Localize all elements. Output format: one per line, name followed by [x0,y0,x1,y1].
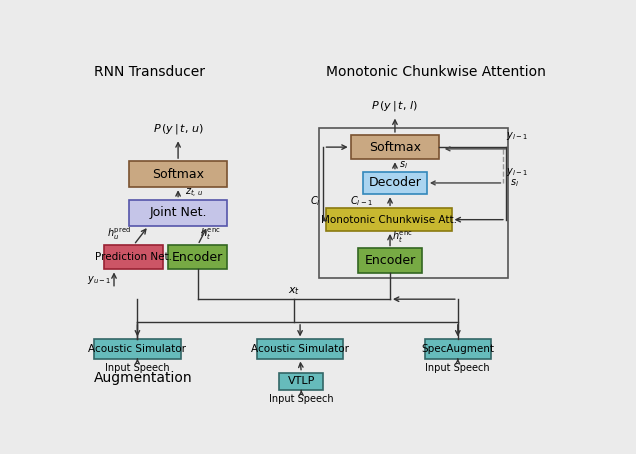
Text: Softmax: Softmax [369,141,421,153]
Text: $y_{u-1}$: $y_{u-1}$ [87,274,111,286]
Text: Decoder: Decoder [368,177,422,189]
Text: $C_l$: $C_l$ [310,194,321,208]
FancyBboxPatch shape [279,373,324,390]
FancyBboxPatch shape [363,172,427,194]
Text: $y_{l-1}$: $y_{l-1}$ [506,130,528,142]
FancyBboxPatch shape [94,340,181,359]
Text: Acoustic Simulator: Acoustic Simulator [88,344,186,354]
Text: VTLP: VTLP [287,376,315,386]
FancyBboxPatch shape [128,161,228,188]
Text: $s_l$: $s_l$ [510,178,519,189]
Text: Acoustic Simulator: Acoustic Simulator [251,344,349,354]
Text: Input Speech: Input Speech [269,394,334,404]
Text: $h_t^{\rm enc}$: $h_t^{\rm enc}$ [200,227,221,242]
Text: Monotonic Chunkwise Attention: Monotonic Chunkwise Attention [326,65,546,79]
FancyBboxPatch shape [326,208,452,231]
Text: Prediction Net.: Prediction Net. [95,252,172,262]
Text: $P\,(y\,|\,t,\,l)$: $P\,(y\,|\,t,\,l)$ [371,99,418,113]
Text: $y_{l-1}$: $y_{l-1}$ [506,166,528,178]
FancyBboxPatch shape [104,245,163,270]
FancyBboxPatch shape [257,340,343,359]
Text: $h_t^{\rm enc}$: $h_t^{\rm enc}$ [392,230,413,245]
Text: $P\,(y\,|\,t,\,u)$: $P\,(y\,|\,t,\,u)$ [153,122,204,136]
Text: $h_u^{\rm pred}$: $h_u^{\rm pred}$ [107,225,131,242]
Text: Encoder: Encoder [364,254,416,267]
Text: SpecAugment: SpecAugment [421,344,494,354]
Text: $x_t$: $x_t$ [288,285,300,297]
Text: $C_{l-1}$: $C_{l-1}$ [350,194,373,208]
Text: Input Speech: Input Speech [425,363,490,373]
FancyBboxPatch shape [128,200,228,226]
Text: Softmax: Softmax [152,168,204,181]
Text: $z_{t,\,u}$: $z_{t,\,u}$ [186,187,204,200]
Text: RNN Transducer: RNN Transducer [94,65,205,79]
Text: Joint Net.: Joint Net. [149,206,207,219]
FancyBboxPatch shape [425,340,491,359]
Text: Encoder: Encoder [172,251,223,264]
Bar [319,128,508,278]
Text: Monotonic Chunkwise Att.: Monotonic Chunkwise Att. [321,215,457,225]
FancyBboxPatch shape [168,245,228,270]
Text: Input Speech: Input Speech [105,363,170,373]
Text: Augmentation: Augmentation [94,371,193,385]
FancyBboxPatch shape [350,135,439,159]
FancyBboxPatch shape [358,248,422,273]
Text: $s_l$: $s_l$ [399,159,408,171]
